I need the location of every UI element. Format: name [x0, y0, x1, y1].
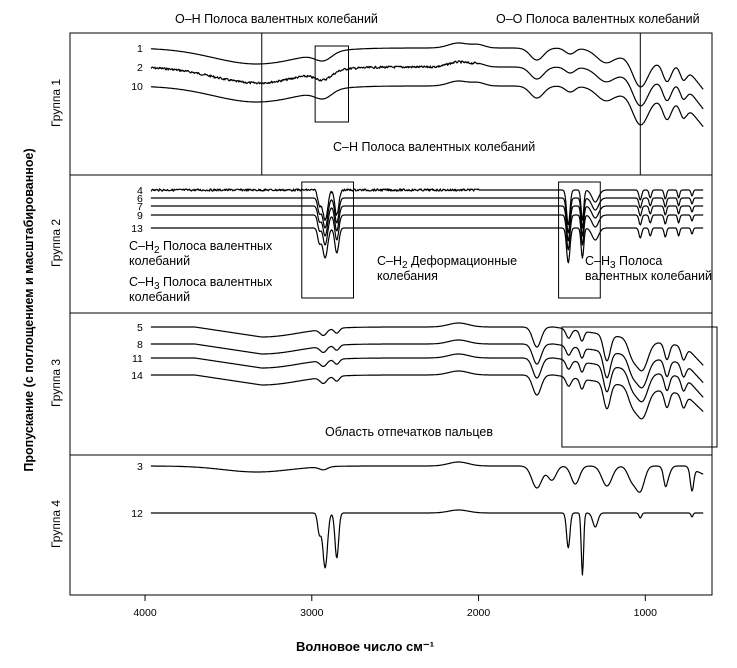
- highlight-box-g1-0: [314, 45, 349, 123]
- series-label-11: 11: [132, 353, 143, 365]
- panel-frame-group-4: [69, 454, 713, 596]
- trace-g4-series-3: [150, 461, 704, 493]
- annotation-ch-stretch: С–Н Полоса валентных колебаний: [333, 140, 535, 154]
- annotation-ch2-stretch-line2: колебаний: [129, 254, 190, 268]
- spectra-traces: [150, 42, 704, 576]
- trace-g1-series-2: [150, 60, 704, 110]
- x-axis-label: Волновое число см⁻¹: [296, 639, 434, 654]
- y-axis-label: Пропускание (с поглощением и масштабиров…: [22, 148, 36, 471]
- trace-g2-series-13: [150, 227, 704, 264]
- trace-g2-series-6: [150, 197, 704, 234]
- panel-label-group-1: Группа 1: [49, 79, 63, 127]
- trace-g3-series-8: [150, 339, 704, 389]
- series-label-10: 10: [131, 81, 143, 93]
- annotation-ch3-stretch-line2: колебаний: [129, 290, 190, 304]
- panel-label-group-4: Группа 4: [49, 500, 63, 548]
- series-label-4: 4: [137, 185, 143, 197]
- trace-g1-series-1: [150, 42, 704, 90]
- annotation-oo-stretch: О–О Полоса валентных колебаний: [496, 12, 700, 26]
- panel-label-group-2: Группа 2: [49, 219, 63, 267]
- annotation-ch2-deformation: С–Н2 Деформационные: [377, 254, 517, 271]
- series-label-6: 6: [137, 193, 143, 205]
- panel-decorations: [261, 33, 718, 448]
- highlight-box-g2-1: [558, 181, 601, 299]
- annotation-ch2-stretch: С–Н2 Полоса валентных: [129, 239, 273, 256]
- series-label-14: 14: [131, 370, 143, 382]
- annotation-ch3-band: С–Н3 Полоса: [585, 254, 662, 271]
- trace-g1-series-10: [150, 80, 704, 127]
- series-label-9: 9: [137, 210, 143, 222]
- series-label-12: 12: [131, 508, 143, 520]
- series-label-7: 7: [137, 201, 143, 213]
- trace-g3-series-14: [150, 370, 704, 420]
- highlight-box-g2-0: [301, 181, 354, 299]
- x-tick-label-4000: 4000: [133, 607, 157, 619]
- series-label-5: 5: [137, 322, 143, 334]
- annotation-fingerprint: Область отпечатков пальцев: [325, 425, 493, 439]
- trace-g3-series-5: [150, 322, 704, 372]
- series-label-8: 8: [137, 339, 143, 351]
- panel-label-group-3: Группа 3: [49, 359, 63, 407]
- annotation-ch3-band-line2: валентных колебаний: [585, 269, 712, 283]
- trace-g4-series-12: [150, 509, 704, 576]
- highlight-box-g3-0: [561, 326, 718, 448]
- series-label-2: 2: [137, 62, 143, 74]
- trace-g2-series-9: [150, 214, 704, 251]
- trace-g3-series-11: [150, 353, 704, 403]
- series-label-1: 1: [137, 43, 143, 55]
- annotation-oh-stretch: О–Н Полоса валентных колебаний: [175, 12, 378, 26]
- x-tick-label-3000: 3000: [300, 607, 324, 619]
- x-tick-label-1000: 1000: [634, 607, 658, 619]
- trace-g2-series-7: [150, 205, 704, 242]
- x-tick-label-2000: 2000: [467, 607, 491, 619]
- series-label-13: 13: [131, 223, 143, 235]
- annotation-ch2-deformation-line2: колебания: [377, 269, 438, 283]
- trace-g2-series-4: [150, 188, 704, 226]
- x-axis-ticks: 4000 3000 2000 1000: [133, 595, 657, 619]
- annotation-ch3-stretch: С–Н3 Полоса валентных: [129, 275, 273, 292]
- series-label-3: 3: [137, 461, 143, 473]
